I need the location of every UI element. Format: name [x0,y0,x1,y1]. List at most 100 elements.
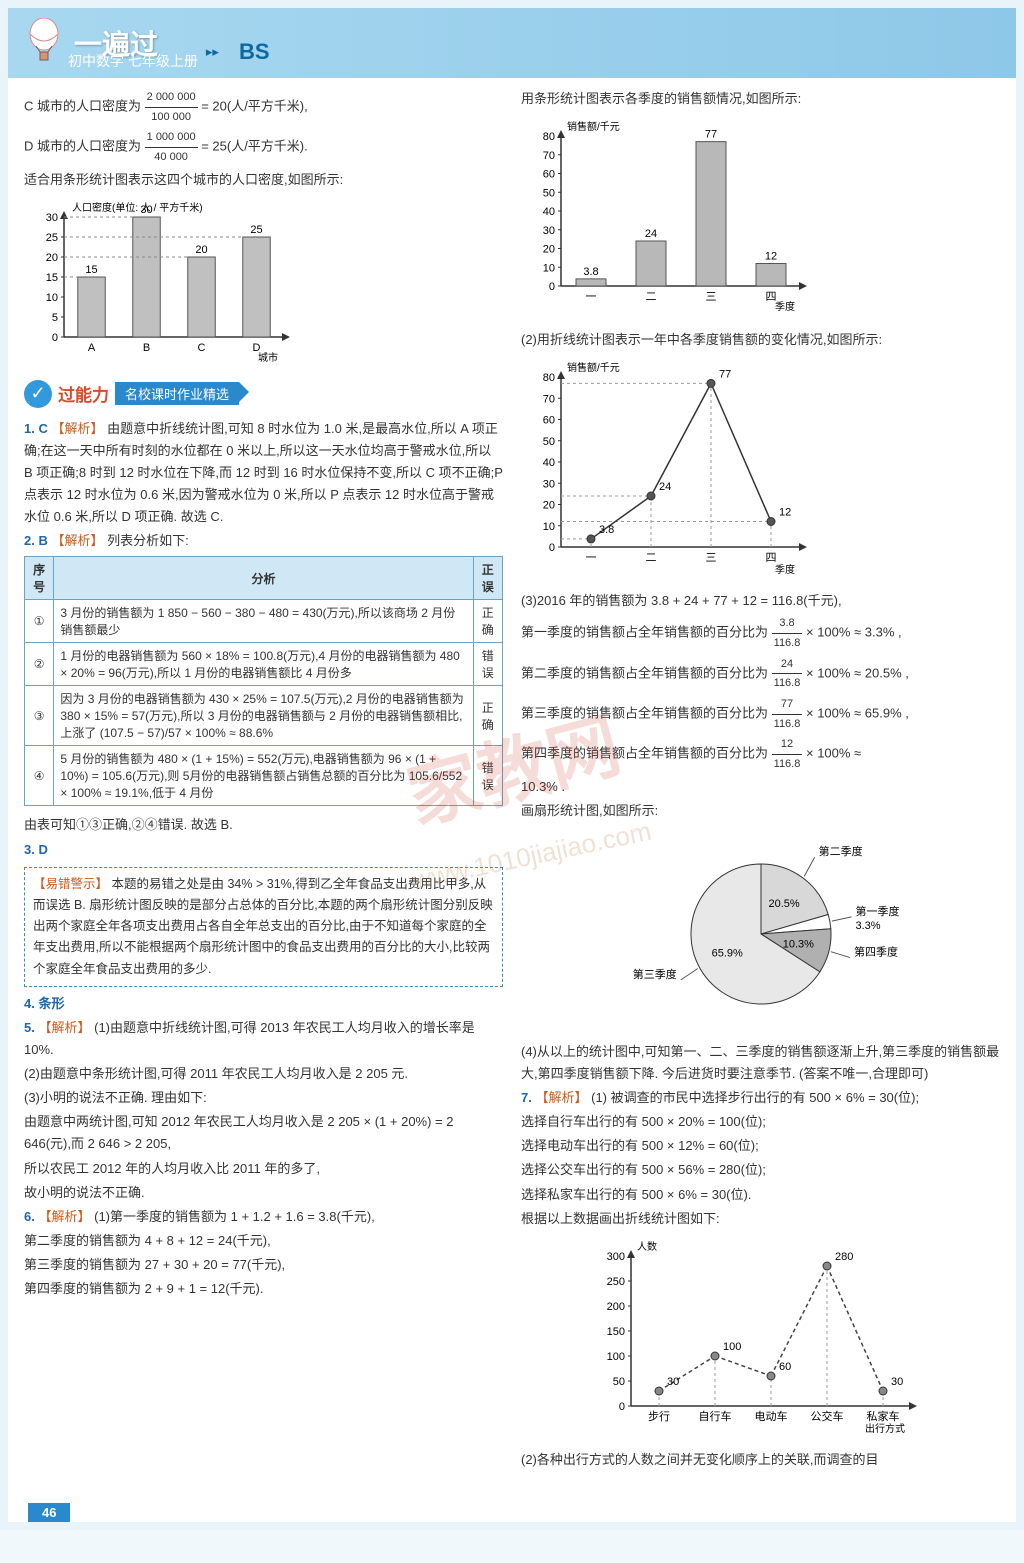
table-row-text: 1 月份的电器销售额为 560 × 18% = 100.8(万元),4 月份的电… [54,643,473,686]
svg-text:20: 20 [46,252,58,264]
chart-pie: 第二季度20.5%第一季度3.3%第四季度10.3%第三季度65.9% [521,828,1000,1031]
svg-text:70: 70 [543,393,555,405]
svg-text:私家车: 私家车 [866,1409,899,1423]
svg-text:100: 100 [606,1351,624,1363]
svg-text:10: 10 [543,521,555,533]
svg-text:人口密度(单位: 人 / 平方千米): 人口密度(单位: 人 / 平方千米) [72,201,203,214]
svg-text:20: 20 [543,500,555,512]
svg-text:城市: 城市 [258,351,278,364]
svg-text:30: 30 [891,1376,903,1388]
svg-text:步行: 步行 [648,1410,670,1423]
density-d-line: D 城市的人口密度为 1 000 00040 000 = 25(人/平方千米). [24,128,503,166]
pie-intro: 画扇形统计图,如图所示: [521,800,1000,822]
svg-text:60: 60 [543,415,555,427]
table-row-res: 正确 [473,686,502,746]
svg-text:C: C [198,342,206,354]
conclusion4: (4)从以上的统计图中,可知第一、二、三季度的销售额逐渐上升,第三季度的销售额最… [521,1041,1000,1085]
warn-label: 【易错警示】 [33,877,108,891]
q7-3: 选择电动车出行的有 500 × 12% = 60(位); [521,1135,1000,1157]
arrow-icon: ▸▸ [206,44,219,60]
svg-text:60: 60 [779,1361,791,1373]
density-c-line: C 城市的人口密度为 2 000 000100 000 = 20(人/平方千米)… [24,88,503,126]
svg-text:一: 一 [586,552,597,564]
svg-text:四: 四 [766,552,777,564]
svg-text:10: 10 [543,262,555,274]
table-row-num: ④ [25,746,54,806]
q2-conclusion: 由表可知①③正确,②④错误. 故选 B. [24,814,503,836]
svg-text:50: 50 [543,187,555,199]
q6-3: 第三季度的销售额为 27 + 30 + 20 = 77(千元), [24,1254,503,1276]
q7-7: (2)各种出行方式的人数之间并无变化顺序上的关联,而调查的目 [521,1449,1000,1471]
chart-sales-bar: 01020304050607080销售额/千元季度3.8一24二77三12四 [521,116,1000,319]
svg-text:25: 25 [46,232,58,244]
table-row-res: 错误 [473,643,502,686]
svg-text:15: 15 [46,272,58,284]
svg-text:自行车: 自行车 [698,1409,731,1423]
q5-3b: 由题意中两统计图,可知 2012 年农民工人均月收入是 2 205 × (1 +… [24,1111,503,1155]
svg-text:15: 15 [85,264,97,276]
svg-text:出行方式: 出行方式 [865,1422,905,1435]
svg-text:77: 77 [705,129,717,141]
section-sub: 名校课时作业精选 [115,382,239,405]
q5-3: (3)小明的说法不正确. 理由如下: [24,1087,503,1109]
svg-text:80: 80 [543,372,555,384]
svg-text:300: 300 [606,1251,624,1263]
svg-text:20.5%: 20.5% [768,898,799,910]
sum-line: (3)2016 年的销售额为 3.8 + 24 + 77 + 12 = 116.… [521,590,1000,612]
q4: 4. 条形 [24,993,503,1015]
left-column: C 城市的人口密度为 2 000 000100 000 = 20(人/平方千米)… [24,88,503,1473]
q6-4: 第四季度的销售额为 2 + 9 + 1 = 12(千元). [24,1278,503,1300]
svg-text:20: 20 [195,244,207,256]
svg-text:65.9%: 65.9% [711,947,742,959]
svg-text:第三季度: 第三季度 [632,967,676,981]
svg-text:3.8: 3.8 [599,524,614,536]
svg-text:60: 60 [543,169,555,181]
svg-text:24: 24 [659,481,671,493]
svg-text:人数: 人数 [637,1240,657,1253]
svg-text:20: 20 [543,244,555,256]
q6-head: 6. 【解析】 (1)第一季度的销售额为 1 + 1.2 + 1.6 = 3.8… [24,1206,503,1228]
q7-5: 选择私家车出行的有 500 × 6% = 30(位). [521,1184,1000,1206]
q7-4: 选择公交车出行的有 500 × 56% = 280(位); [521,1159,1000,1181]
svg-text:77: 77 [719,369,731,381]
section-title: 过能力 [58,381,109,406]
pct4: 第四季度的销售额占全年销售额的百分比为 12116.8 × 100% ≈ [521,735,1000,773]
title-sub: 初中数学 七年级上册 [68,51,198,71]
table-row-res: 错误 [473,746,502,806]
svg-text:第一季度: 第一季度 [855,904,899,918]
th-analysis: 分析 [54,557,473,600]
svg-text:50: 50 [543,436,555,448]
svg-text:150: 150 [606,1326,624,1338]
table-row-num: ③ [25,686,54,746]
warn-body: 本题的易错之处是由 34% > 31%,得到乙全年食品支出费用比甲多,从而误选 … [33,877,493,976]
q5-3d: 故小明的说法不正确. [24,1182,503,1204]
q5-2: (2)由题意中条形统计图,可得 2011 年农民工人均月收入是 2 205 元. [24,1063,503,1085]
svg-text:电动车: 电动车 [754,1409,787,1423]
svg-text:30: 30 [667,1376,679,1388]
q5-3c: 所以农民工 2012 年的人均月收入比 2011 年的多了, [24,1158,503,1180]
svg-text:80: 80 [543,131,555,143]
svg-text:100: 100 [723,1341,741,1353]
svg-text:销售额/千元: 销售额/千元 [567,361,620,374]
svg-text:30: 30 [543,478,555,490]
balloon-icon [24,18,64,68]
svg-text:0: 0 [549,542,555,554]
svg-text:12: 12 [779,507,791,519]
svg-text:一: 一 [586,291,597,303]
svg-text:B: B [143,342,150,354]
svg-text:3.3%: 3.3% [855,920,880,932]
svg-text:250: 250 [606,1276,624,1288]
svg-text:10.3%: 10.3% [782,938,813,950]
svg-text:三: 三 [706,552,717,564]
svg-text:3.8: 3.8 [583,266,598,278]
svg-text:280: 280 [835,1251,853,1263]
chart-transport-line: 050100150200250300人数出行方式30步行100自行车60电动车2… [521,1236,1000,1439]
q7-2: 选择自行车出行的有 500 × 20% = 100(位); [521,1111,1000,1133]
table-row-text: 5 月份的销售额为 480 × (1 + 15%) = 552(万元),电器销售… [54,746,473,806]
page-header: 一遍过 初中数学 七年级上册 ▸▸ BS [8,8,1016,78]
svg-text:0: 0 [618,1401,624,1413]
th-num: 序号 [25,557,54,600]
svg-text:40: 40 [543,457,555,469]
svg-text:30: 30 [140,204,152,216]
svg-text:24: 24 [645,228,657,240]
